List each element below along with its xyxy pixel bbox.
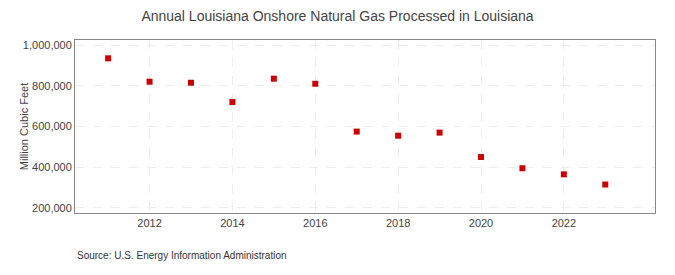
svg-text:2022: 2022: [552, 217, 576, 229]
svg-text:Source: U.S. Energy Informatio: Source: U.S. Energy Information Administ…: [77, 250, 287, 261]
svg-text:2014: 2014: [220, 217, 244, 229]
svg-text:1,000,000: 1,000,000: [23, 39, 72, 51]
svg-text:400,000: 400,000: [32, 161, 72, 173]
svg-text:2020: 2020: [469, 217, 493, 229]
svg-text:600,000: 600,000: [32, 120, 72, 132]
svg-text:800,000: 800,000: [32, 80, 72, 92]
svg-text:2018: 2018: [386, 217, 410, 229]
svg-text:Million Cubic Feet: Million Cubic Feet: [18, 83, 30, 170]
svg-text:Annual Louisiana Onshore Natur: Annual Louisiana Onshore Natural Gas Pro…: [141, 8, 533, 24]
svg-text:2016: 2016: [303, 217, 327, 229]
svg-text:200,000: 200,000: [32, 202, 72, 214]
svg-text:2012: 2012: [137, 217, 161, 229]
